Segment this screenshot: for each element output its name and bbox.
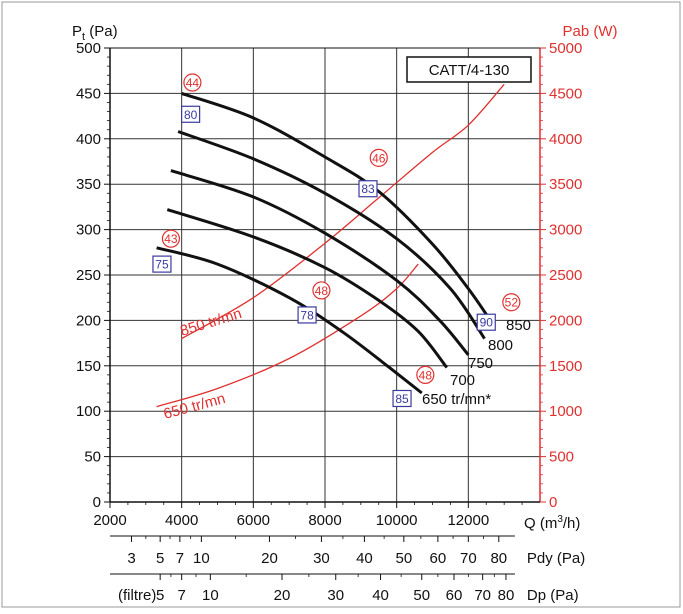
noise-square-label: 80 [184, 108, 198, 122]
sub-axis-label: Dp (Pa) [527, 587, 579, 604]
power-curve [156, 263, 419, 408]
sub-axis-tick-label: 40 [372, 587, 389, 604]
sub-axis-tick-label: 20 [274, 587, 291, 604]
sub-axis-tick-label: 60 [430, 550, 447, 567]
pressure-curve [170, 169, 470, 356]
pressure-curve [166, 208, 448, 369]
noise-circle-label: 43 [164, 232, 178, 246]
noise-markers: 44 46 43 48 48 52 80 83 75 78 85 90 [152, 73, 521, 408]
y-left-tick-label: 150 [76, 358, 101, 375]
sub-axis-tick-label: 80 [498, 587, 515, 604]
pressure-curve [177, 130, 486, 340]
y-left-axis-label: Pt (Pa) [72, 23, 118, 43]
noise-circle-marker [312, 281, 331, 300]
y-right-tick-label: 3500 [549, 176, 582, 193]
curve-end-label: 650 tr/mn* [422, 391, 491, 408]
power-curve [181, 83, 505, 340]
y-left-tick-label: 50 [84, 449, 101, 466]
noise-square-marker [476, 313, 496, 331]
model-label-box [406, 56, 532, 83]
x-tick-label: 6000 [237, 512, 270, 529]
noise-circle-label: 48 [419, 368, 433, 382]
y-right-tick-label: 1500 [549, 358, 582, 375]
sub-axis-tick-label: 7 [177, 587, 185, 604]
curve-end-label: 700 [450, 372, 475, 389]
y-right-tick-label: 5000 [549, 40, 582, 57]
y-left-tick-label: 250 [76, 267, 101, 284]
noise-square-label: 75 [155, 258, 169, 272]
sub-axis-label: Pdy (Pa) [527, 550, 585, 567]
y-left-tick-label: 200 [76, 312, 101, 329]
noise-circle-marker [416, 365, 435, 384]
x-tick-label: 8000 [308, 512, 341, 529]
x-tick-label: 10000 [376, 512, 418, 529]
sub-axis-tick-label: 7 [176, 550, 184, 567]
sub-axis-tick-label: 5 [156, 587, 164, 604]
noise-circle-label: 48 [315, 284, 329, 298]
noise-square-marker [297, 306, 317, 324]
x-tick-label: 12000 [447, 512, 489, 529]
curve-end-label: 850 [506, 317, 531, 334]
sub-axis-tick-label: 60 [446, 587, 463, 604]
y-right-tick-label: 500 [549, 449, 574, 466]
y-right-tick-label: 1000 [549, 403, 582, 420]
model-label: CATT/4-130 [429, 62, 510, 79]
y-right-axis-label: Pab (W) [562, 23, 617, 40]
y-left-tick-label: 0 [93, 494, 101, 511]
y-right-tick-label: 4500 [549, 85, 582, 102]
x-tick-label: 2000 [93, 512, 126, 529]
noise-circle-marker [502, 293, 521, 312]
noise-circle-label: 52 [505, 296, 519, 310]
curve-end-label: 800 [488, 337, 513, 354]
y-left-tick-label: 300 [76, 222, 101, 239]
sub-axis-prefix: (filtre) [118, 587, 156, 604]
noise-circle-marker [161, 229, 181, 248]
y-left-tick-label: 100 [76, 403, 101, 420]
noise-circle-label: 46 [372, 151, 386, 165]
noise-circle-label: 44 [186, 76, 200, 90]
sub-axis-tick-label: 10 [202, 587, 219, 604]
x-axis-label: Q (m3/h) [524, 514, 580, 532]
noise-square-marker [392, 389, 412, 408]
noise-square-marker [181, 105, 201, 123]
y-left-tick-label: 500 [76, 40, 101, 57]
y-left-tick-label: 350 [76, 176, 101, 193]
noise-square-label: 85 [395, 392, 409, 406]
sub-axis-tick-label: 30 [313, 550, 330, 567]
noise-circle-marker [369, 148, 388, 167]
noise-square-marker [152, 255, 172, 273]
sub-axis-tick-label: 40 [356, 550, 373, 567]
y-left-tick-label: 450 [76, 85, 101, 102]
noise-circle-marker [183, 73, 202, 92]
y-right-tick-label: 4000 [549, 131, 582, 148]
sub-axis-tick-label: 70 [460, 550, 477, 567]
noise-square-label: 83 [361, 182, 375, 196]
y-right-tick-label: 2500 [549, 267, 582, 284]
sub-axis-tick-label: 3 [127, 550, 135, 567]
x-tick-label: 4000 [165, 512, 198, 529]
sub-axis-tick-label: 70 [474, 587, 491, 604]
y-right-tick-label: 2000 [549, 312, 582, 329]
y-left-tick-label: 400 [76, 131, 101, 148]
curve-end-label: 750 [468, 355, 493, 372]
noise-square-label: 78 [300, 308, 314, 322]
sub-axis-tick-label: 5 [156, 550, 164, 567]
sub-axis-tick-label: 50 [395, 550, 412, 567]
sub-axis-tick-label: 10 [193, 550, 210, 567]
y-right-tick-label: 0 [549, 494, 557, 511]
sub-axis-tick-label: 30 [327, 587, 344, 604]
noise-square-label: 90 [480, 316, 494, 330]
axes: 0501001502002503003504004505000500100015… [72, 23, 618, 532]
noise-square-marker [358, 180, 378, 198]
y-right-tick-label: 3000 [549, 222, 582, 239]
sub-axes: 3 5 7 10 20 30 40 50 60 70 80 Pdy (Pa)5 7 10 20 30 40 50 6… [110, 535, 585, 604]
sub-axis-tick-label: 20 [261, 550, 278, 567]
sub-axis-tick-label: 50 [413, 587, 430, 604]
sub-axis-tick-label: 80 [490, 550, 507, 567]
